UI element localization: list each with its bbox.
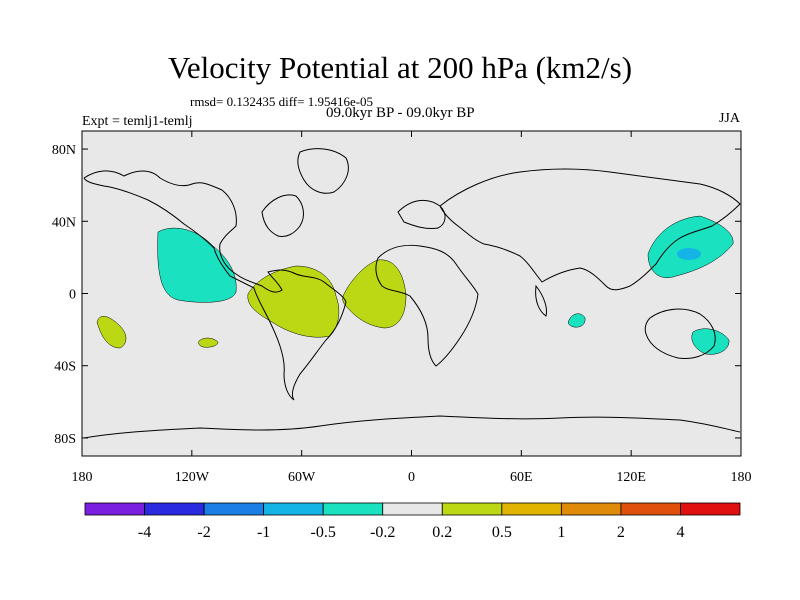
colorbar-label: 0.5 [492,524,512,541]
africa-coastline [375,244,479,367]
colorbar-label: 4 [676,524,684,541]
coastlines [83,148,741,439]
lon-tick-label: 180 [731,470,752,485]
lon-tick-label: 120E [616,470,646,485]
india-peninsula [535,284,547,317]
lat-tick-label: 80S [54,432,76,447]
lat-tick-label: 40N [52,215,76,230]
colorbar-label: -1 [257,524,270,541]
region-south-pacific-central [198,337,219,348]
colorbar-swatch [560,502,622,516]
colorbar-swatch [680,502,741,516]
colorbar-swatch [203,502,265,516]
colorbar-label: -0.2 [370,524,395,541]
greenland-coastline [297,148,349,194]
region-eastern-north-pacific [157,227,237,303]
lat-tick-label: 0 [69,288,76,303]
region-western-north-pacific-core [677,248,701,260]
region-eastern-indian-ocean [567,313,586,328]
colorbar-swatch [620,502,681,516]
lon-tick-label: 0 [408,470,415,485]
lon-tick-label: 120W [175,470,210,485]
experiment-label: Expt = temlj1-temlj [82,114,193,129]
colorbar-label: -0.5 [311,524,336,541]
americas-coastline [83,170,347,401]
colorbar-label: 1 [557,524,565,541]
eurasia-coastline [439,168,741,291]
map-title: Velocity Potential at 200 hPa (km2/s) [167,50,633,85]
colorbar-swatch [84,502,145,516]
stats-line: rmsd= 0.132435 diff= 1.95416e-05 [190,94,374,109]
lon-tick-label: 60E [510,470,533,485]
period-label: 09.0kyr BP - 09.0kyr BP [326,105,475,121]
colorbar-swatch [263,502,324,516]
colorbar-swatch [501,502,562,516]
colorbar-swatch [382,502,443,516]
longitude-axis: 180 120W 60W 0 60E 120E 180 [72,131,752,485]
australia-coastline [644,308,716,359]
region-south-pacific-west [96,315,127,349]
region-eastern-australia [691,328,730,355]
colorbar-label: -2 [197,524,210,541]
antarctica-coastline [83,415,741,439]
colorbar-label: 0.2 [432,524,452,541]
colorbar-label: -4 [138,524,151,541]
colorbar-label: 2 [617,524,625,541]
lon-tick-label: 60W [288,470,316,485]
latitude-axis: 80N 40N 0 40S 80S [52,143,741,447]
lat-tick-label: 80N [52,143,76,158]
colorbar-swatch [322,502,384,516]
colorbar-swatch [144,502,205,516]
hudson-bay-region [261,194,304,237]
colorbar: -4 -2 -1 -0.5 -0.2 0.2 0.5 1 2 4 [84,502,741,541]
europe-coastline [397,199,446,229]
anomaly-regions [96,215,734,355]
colorbar-swatch [441,502,503,516]
region-western-north-pacific [647,215,734,278]
lat-tick-label: 40S [54,360,76,375]
season-label: JJA [718,111,740,126]
lon-tick-label: 180 [72,470,93,485]
